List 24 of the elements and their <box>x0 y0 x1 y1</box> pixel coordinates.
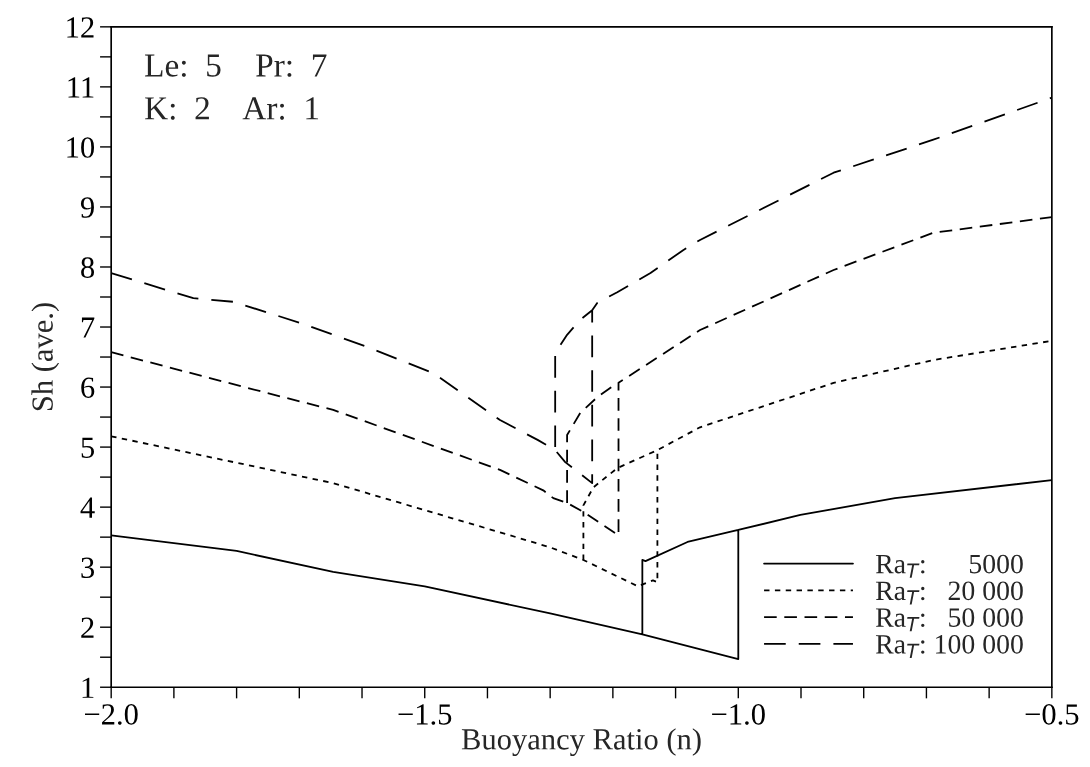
legend-label: Ra$_{T}$: 5000 <box>875 554 1023 578</box>
x-tick-label: −1.0 <box>712 704 765 725</box>
y-tick-label: 3 <box>81 557 95 579</box>
y-tick-label: 6 <box>81 377 95 398</box>
x-tick-label: −2.0 <box>84 704 138 725</box>
annotation: Le: 5 Pr: 7 <box>145 54 327 77</box>
y-tick-label: 2 <box>81 617 94 638</box>
y-tick-label: 8 <box>81 257 95 278</box>
y-tick-label: 7 <box>81 317 95 338</box>
x-tick-label: −0.5 <box>1025 704 1079 725</box>
y-tick-label: 9 <box>80 197 94 218</box>
x-axis-title: Buoyancy Ratio (n) <box>461 728 701 756</box>
y-tick-label: 5 <box>81 437 95 458</box>
legend-label: Ra$_{T}$: 100 000 <box>875 634 1023 658</box>
legend-label: Ra$_{T}$: 50 000 <box>875 608 1023 632</box>
y-tick-label: 1 <box>82 677 94 698</box>
x-tick-label: −1.5 <box>398 704 452 725</box>
y-tick-label: 11 <box>68 77 94 98</box>
legend-label: Ra$_{T}$: 20 000 <box>875 581 1023 605</box>
y-tick-label: 4 <box>80 497 95 518</box>
y-tick-label: 12 <box>67 17 94 38</box>
y-axis-title: Sh (ave.) <box>31 303 60 411</box>
annotation: K: 2 Ar: 1 <box>145 97 319 120</box>
y-tick-label: 10 <box>67 137 95 158</box>
